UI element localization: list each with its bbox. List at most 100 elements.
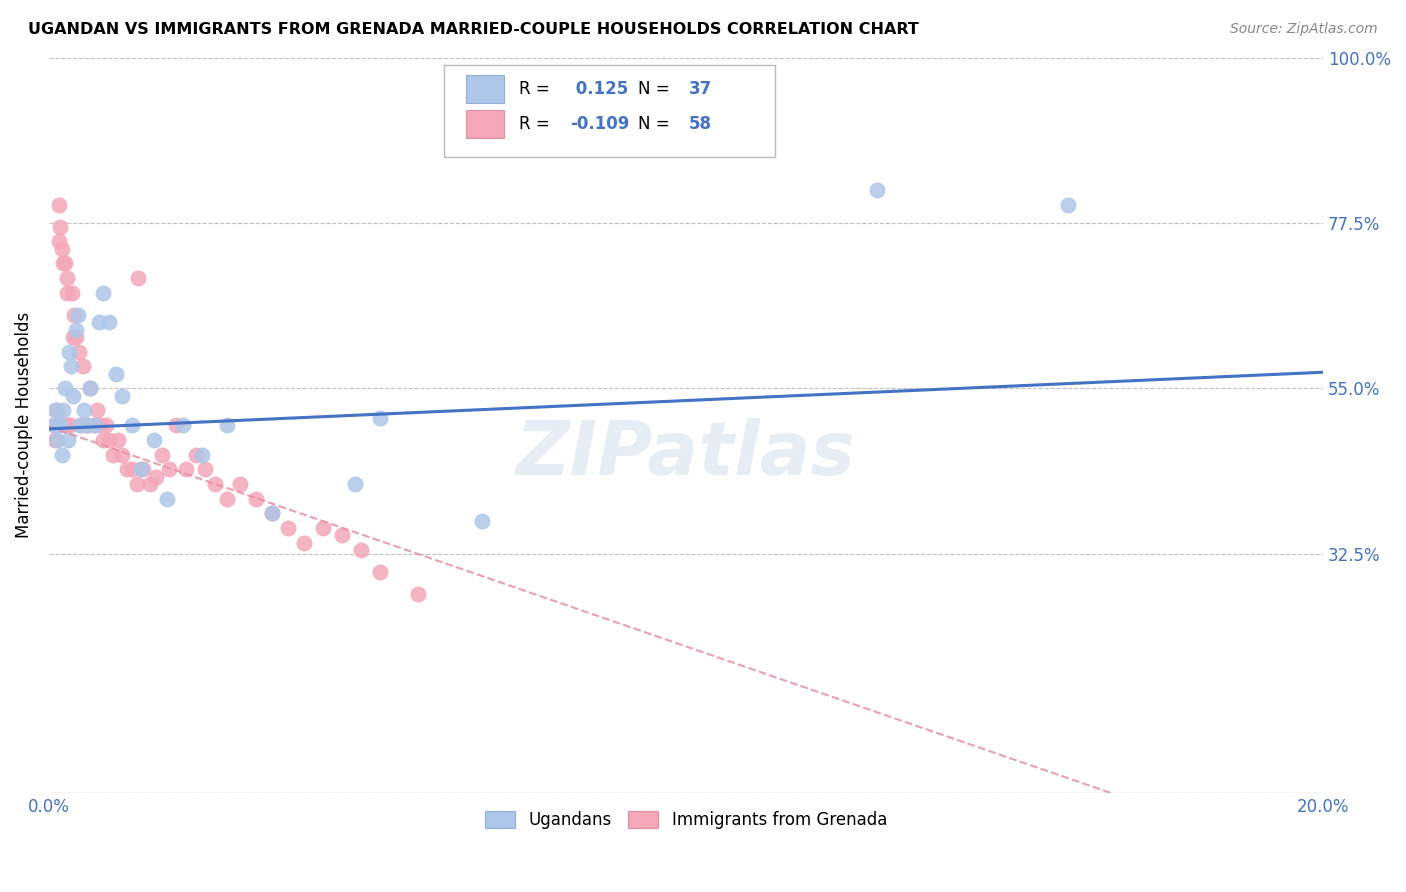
Point	[260, 507, 283, 521]
Point	[143, 433, 166, 447]
Point	[204, 477, 226, 491]
Point	[45, 403, 67, 417]
Point	[368, 565, 391, 579]
Point	[91, 285, 114, 300]
Point	[62, 389, 84, 403]
Point	[260, 507, 283, 521]
Point	[145, 469, 167, 483]
Point	[191, 448, 214, 462]
Point	[48, 418, 70, 433]
Point	[58, 344, 80, 359]
Point	[66, 308, 89, 322]
Point	[53, 381, 76, 395]
Point	[63, 308, 86, 322]
Point	[56, 418, 79, 433]
Point	[101, 448, 124, 462]
Point	[174, 462, 197, 476]
Point	[132, 462, 155, 476]
Point	[45, 433, 67, 447]
Point	[86, 403, 108, 417]
Point	[72, 359, 94, 374]
Point	[194, 462, 217, 476]
Point	[408, 587, 430, 601]
Point	[292, 535, 315, 549]
Point	[69, 418, 91, 433]
Point	[104, 367, 127, 381]
Point	[184, 448, 207, 462]
Point	[121, 462, 143, 476]
Text: UGANDAN VS IMMIGRANTS FROM GRENADA MARRIED-COUPLE HOUSEHOLDS CORRELATION CHART: UGANDAN VS IMMIGRANTS FROM GRENADA MARRI…	[28, 22, 920, 37]
Point	[229, 477, 252, 491]
Y-axis label: Married-couple Households: Married-couple Households	[15, 312, 32, 538]
Point	[165, 418, 187, 433]
Point	[157, 462, 180, 476]
Point	[83, 418, 105, 433]
Point	[866, 183, 889, 197]
Point	[62, 330, 84, 344]
Point	[125, 477, 148, 491]
Legend: Ugandans, Immigrants from Grenada: Ugandans, Immigrants from Grenada	[478, 805, 894, 836]
Text: R =: R =	[519, 115, 555, 133]
Point	[51, 242, 73, 256]
Point	[60, 359, 83, 374]
Point	[65, 330, 87, 344]
Point	[52, 418, 75, 433]
Point	[138, 477, 160, 491]
Point	[89, 418, 111, 433]
Point	[56, 285, 79, 300]
FancyBboxPatch shape	[465, 110, 503, 137]
Point	[121, 418, 143, 433]
Point	[127, 271, 149, 285]
Point	[107, 433, 129, 447]
Point	[59, 418, 82, 433]
Text: N =: N =	[638, 115, 675, 133]
Point	[73, 403, 96, 417]
Point	[350, 543, 373, 558]
Point	[83, 418, 105, 433]
Point	[330, 528, 353, 542]
Point	[172, 418, 194, 433]
Point	[44, 433, 66, 447]
Point	[87, 315, 110, 329]
Point	[69, 418, 91, 433]
Point	[76, 418, 98, 433]
FancyBboxPatch shape	[444, 65, 775, 157]
Text: N =: N =	[638, 80, 675, 98]
Text: ZIPatlas: ZIPatlas	[516, 418, 856, 491]
FancyBboxPatch shape	[465, 75, 503, 103]
Point	[56, 271, 79, 285]
Point	[51, 448, 73, 462]
Point	[75, 418, 97, 433]
Point	[42, 418, 65, 433]
Point	[115, 462, 138, 476]
Point	[471, 514, 494, 528]
Point	[49, 418, 72, 433]
Text: Source: ZipAtlas.com: Source: ZipAtlas.com	[1230, 22, 1378, 37]
Point	[217, 418, 239, 433]
Point	[79, 381, 101, 395]
Point	[1057, 197, 1080, 211]
Point	[312, 521, 335, 535]
Point	[44, 403, 66, 417]
Point	[49, 219, 72, 234]
Point	[56, 433, 79, 447]
Point	[131, 462, 153, 476]
Point	[368, 410, 391, 425]
Point	[156, 491, 179, 506]
Point	[245, 491, 267, 506]
Point	[67, 344, 90, 359]
Text: 58: 58	[689, 115, 711, 133]
Point	[150, 448, 173, 462]
Point	[343, 477, 366, 491]
Point	[111, 389, 134, 403]
Point	[60, 285, 83, 300]
Text: -0.109: -0.109	[569, 115, 630, 133]
Point	[53, 256, 76, 270]
Point	[98, 433, 121, 447]
Point	[91, 433, 114, 447]
Point	[52, 256, 75, 270]
Point	[277, 521, 299, 535]
Point	[65, 323, 87, 337]
Point	[217, 491, 239, 506]
Point	[42, 418, 65, 433]
